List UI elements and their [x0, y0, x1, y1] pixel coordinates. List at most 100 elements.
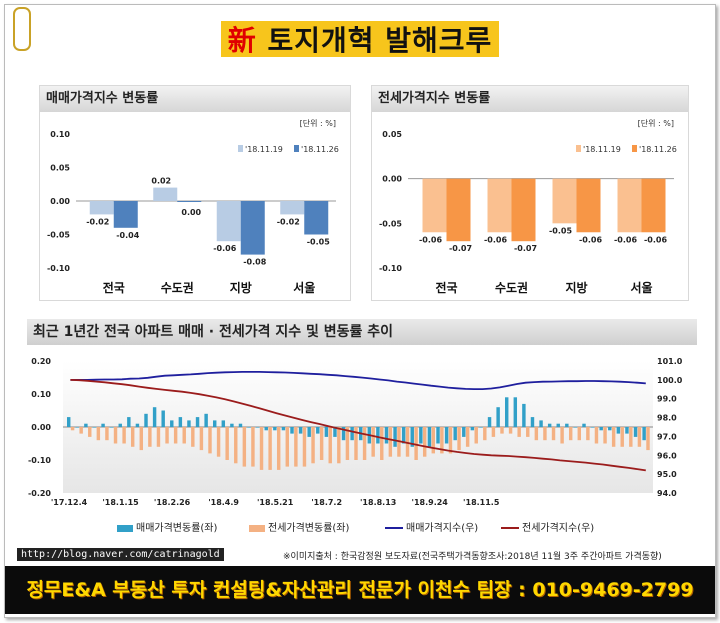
sale-rate-bar — [75, 427, 80, 428]
jeonse-rate-bar — [242, 427, 247, 467]
jeonse-legend-label: '18.11.26 — [639, 145, 677, 154]
paperclip-icon — [13, 7, 31, 51]
jeonse-rate-bar — [216, 427, 221, 457]
jeonse-bar — [641, 178, 666, 233]
jeonse-index-line — [70, 379, 646, 472]
jeonse-rate-bar — [311, 427, 315, 464]
sale-bar — [177, 201, 202, 202]
trend-right-tick: 95.0 — [657, 470, 677, 479]
trend-x-tick: '18.11.5 — [463, 498, 500, 507]
jeonse-price-panel: 전세가격지수 변동률 [단위 : %] '18.11.19 '18.11.26 0.0… — [371, 85, 689, 301]
jeonse-rate-bar — [637, 427, 642, 447]
jeonse-bar — [422, 178, 447, 233]
sale-rate-bar — [316, 427, 320, 434]
jeonse-rate-bar — [491, 427, 496, 437]
sale-rate-bar — [487, 417, 492, 427]
jeonse-rate-bar — [276, 427, 281, 470]
sale-rate-bar — [547, 423, 552, 427]
jeonse-rate-bar — [294, 427, 298, 467]
sale-rate-bar — [247, 427, 251, 428]
jeonse-rate-bar — [371, 427, 375, 457]
jeonse-rate-bar — [465, 427, 470, 447]
jeonse-rate-bar — [345, 427, 350, 460]
jeonse-category-label: 전국 — [435, 280, 457, 295]
jeonse-bar — [446, 178, 471, 242]
jeonse-rate-bar — [182, 427, 186, 444]
sale-bar — [89, 201, 114, 215]
jeonse-value-label: -0.06 — [579, 235, 602, 244]
sale-rate-bar — [401, 427, 406, 444]
sale-category-label: 지방 — [230, 280, 252, 295]
jeonse-value-label: -0.05 — [549, 226, 572, 235]
jeonse-rate-bar — [173, 427, 178, 444]
jeonse-category-label: 지방 — [565, 280, 587, 295]
sale-category-label: 서울 — [293, 280, 315, 295]
trend-chart: 0.20 0.10 0.00 -0.10 -0.20 101.0 100.0 99.0 98.0… — [28, 357, 683, 507]
sale-rate-bar — [376, 427, 380, 444]
sale-rate-bar — [642, 427, 646, 441]
jeonse-legend-label: '18.11.19 — [583, 145, 621, 154]
title-prefix: 新 — [227, 24, 257, 57]
sale-rate-bar — [522, 403, 526, 427]
legend-sale-rate: 매매가격변동률(좌) — [117, 519, 217, 534]
trend-x-tick: '18.4.9 — [208, 498, 239, 507]
sale-rate-bar — [462, 427, 466, 437]
sale-rate-bar — [341, 427, 346, 441]
trend-right-tick: 100.0 — [657, 376, 683, 385]
jeonse-rate-bar — [362, 427, 367, 460]
sale-rate-bar — [324, 427, 329, 437]
sale-legend-label: '18.11.26 — [301, 145, 339, 154]
jeonse-rate-bar — [268, 427, 272, 470]
jeonse-rate-bar — [234, 427, 238, 464]
trend-right-tick: 96.0 — [657, 451, 677, 460]
jeonse-bar — [617, 178, 642, 233]
jeonse-rate-bar — [517, 427, 521, 437]
title-highlight — [221, 21, 499, 57]
sale-value-label: 0.02 — [151, 177, 171, 186]
sale-rate-bar — [273, 427, 277, 431]
jeonse-value-label: -0.07 — [449, 244, 472, 253]
jeonse-rate-bar — [422, 427, 427, 457]
trend-right-tick: 98.0 — [657, 414, 677, 423]
jeonse-rate-bar — [148, 427, 152, 447]
sale-rate-bar — [608, 427, 612, 431]
jeonse-value-label: -0.06 — [644, 235, 667, 244]
sale-rate-bar — [444, 427, 449, 444]
jeonse-value-label: -0.06 — [614, 235, 637, 244]
jeonse-ytick: -0.10 — [379, 264, 402, 273]
jeonse-rate-bar — [457, 427, 461, 451]
trend-left-tick: -0.20 — [28, 489, 51, 498]
sale-rate-bar — [221, 420, 226, 427]
jeonse-rate-bar — [337, 427, 341, 464]
sale-rate-bar — [427, 427, 432, 447]
sale-legend-swatch — [294, 145, 299, 152]
jeonse-rate-bar — [319, 427, 324, 460]
jeonse-rate-bar — [526, 427, 530, 437]
blog-url[interactable]: http://blog.naver.com/catrinagold — [17, 548, 224, 561]
jeonse-rate-bar — [440, 427, 444, 454]
sale-unit: [단위 : %] — [300, 118, 336, 128]
sale-rate-bar — [350, 427, 354, 441]
sale-legend-swatch — [238, 145, 243, 152]
jeonse-rate-bar — [328, 427, 332, 464]
jeonse-ytick: 0.05 — [382, 130, 402, 139]
jeonse-rate-bar — [388, 427, 393, 457]
jeonse-rate-bar — [165, 427, 169, 444]
sale-ytick: -0.05 — [47, 231, 70, 240]
jeonse-bar — [511, 178, 536, 242]
jeonse-rate-bar — [354, 427, 358, 460]
jeonse-bar — [576, 178, 601, 233]
sale-rate-bar — [264, 427, 268, 431]
sale-value-label: -0.04 — [116, 231, 139, 240]
trend-x-tick: '18.2.26 — [154, 498, 191, 507]
sale-bar — [240, 201, 265, 255]
page-title: 新 토지개혁 발해크루 — [5, 19, 715, 59]
sale-ytick: -0.10 — [47, 264, 70, 273]
sale-rate-bar — [195, 417, 200, 427]
trend-right-tick: 97.0 — [657, 432, 677, 441]
jeonse-rate-bar — [568, 427, 573, 441]
sale-bar — [113, 201, 138, 228]
jeonse-value-label: -0.06 — [484, 235, 507, 244]
jeonse-rate-bar — [70, 427, 75, 431]
sale-rate-bar — [84, 423, 88, 427]
